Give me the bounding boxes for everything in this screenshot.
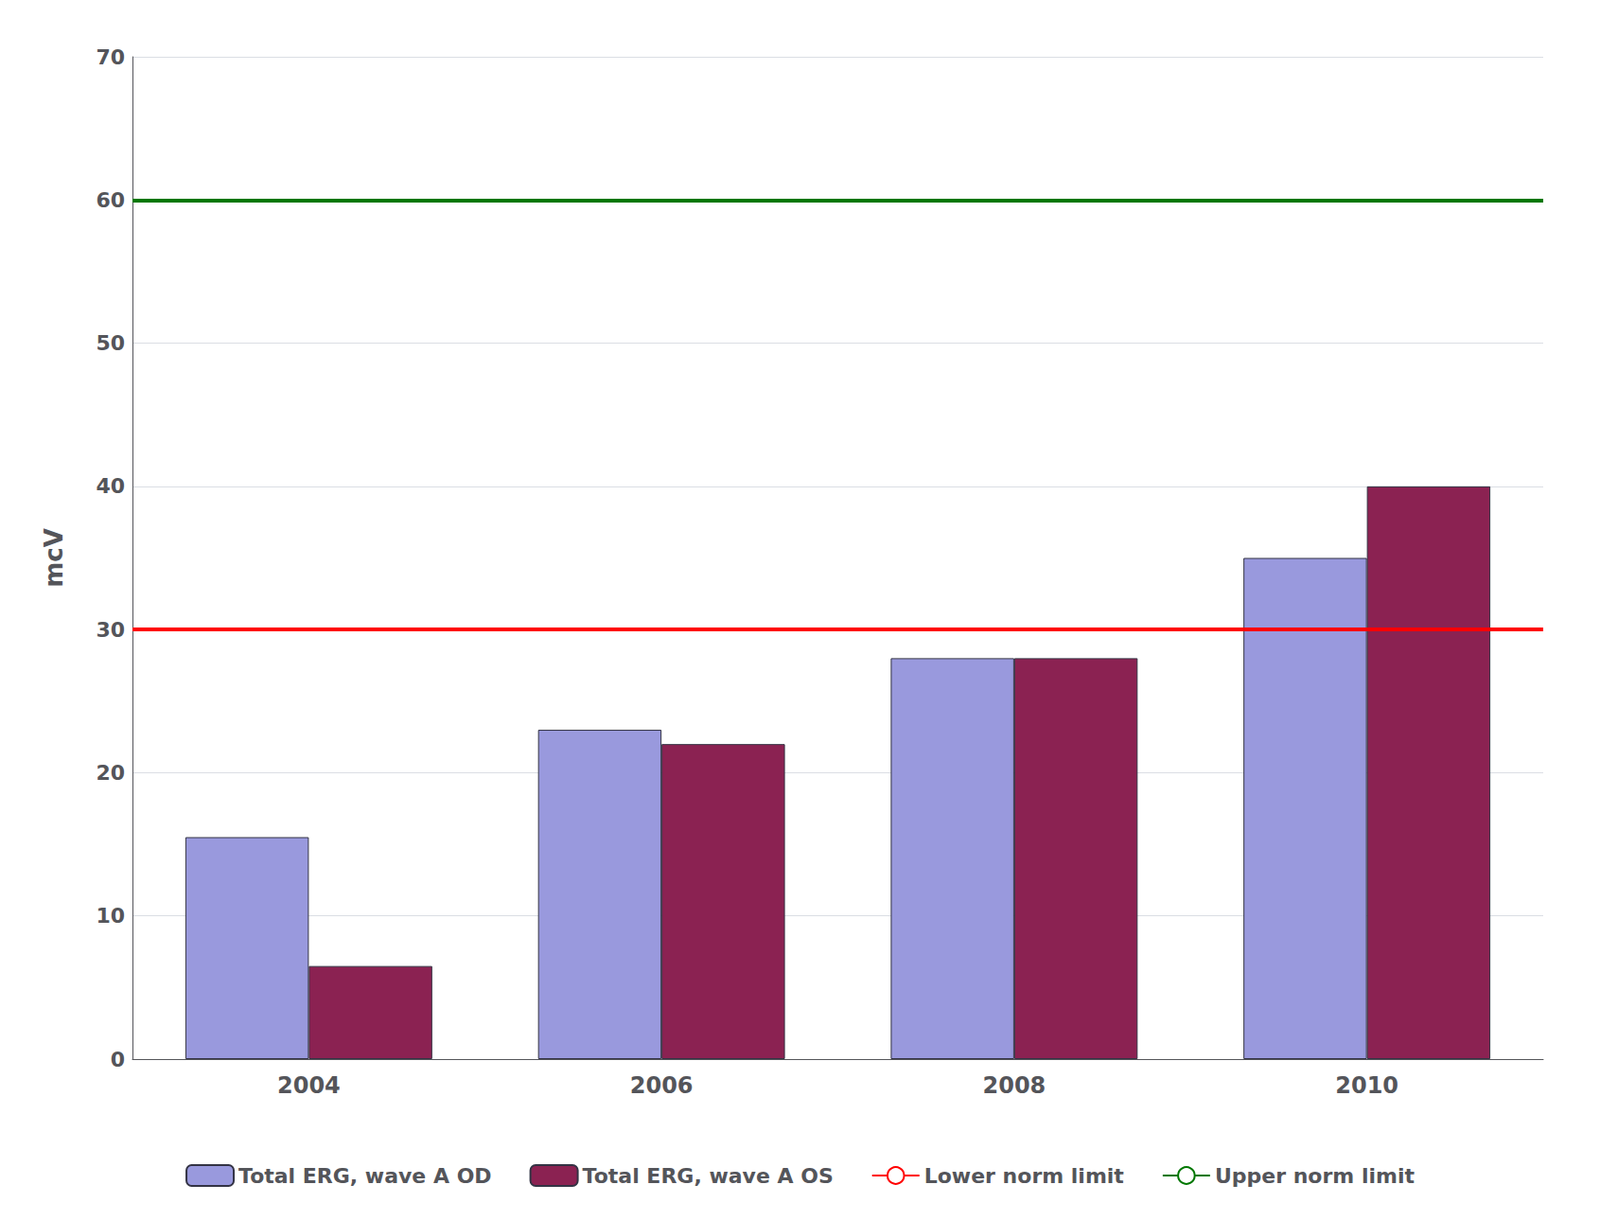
svg-text:Upper norm limit: Upper norm limit: [1214, 1163, 1416, 1188]
svg-text:Lower norm limit: Lower norm limit: [924, 1163, 1126, 1188]
svg-text:10: 10: [95, 903, 125, 928]
svg-text:60: 60: [95, 188, 125, 212]
svg-text:2006: 2006: [630, 1072, 694, 1099]
svg-text:mcV: mcV: [39, 527, 69, 588]
svg-text:Total ERG, wave A OS: Total ERG, wave A OS: [582, 1163, 834, 1188]
svg-text:2004: 2004: [277, 1072, 341, 1099]
svg-text:40: 40: [95, 474, 125, 498]
svg-text:30: 30: [95, 617, 125, 642]
svg-text:2010: 2010: [1335, 1072, 1399, 1099]
svg-text:Total ERG, wave A OD: Total ERG, wave A OD: [238, 1163, 493, 1188]
svg-text:2008: 2008: [982, 1072, 1046, 1099]
svg-text:50: 50: [95, 331, 125, 355]
svg-text:0: 0: [110, 1047, 125, 1072]
svg-text:20: 20: [95, 760, 125, 785]
svg-text:70: 70: [95, 45, 125, 70]
